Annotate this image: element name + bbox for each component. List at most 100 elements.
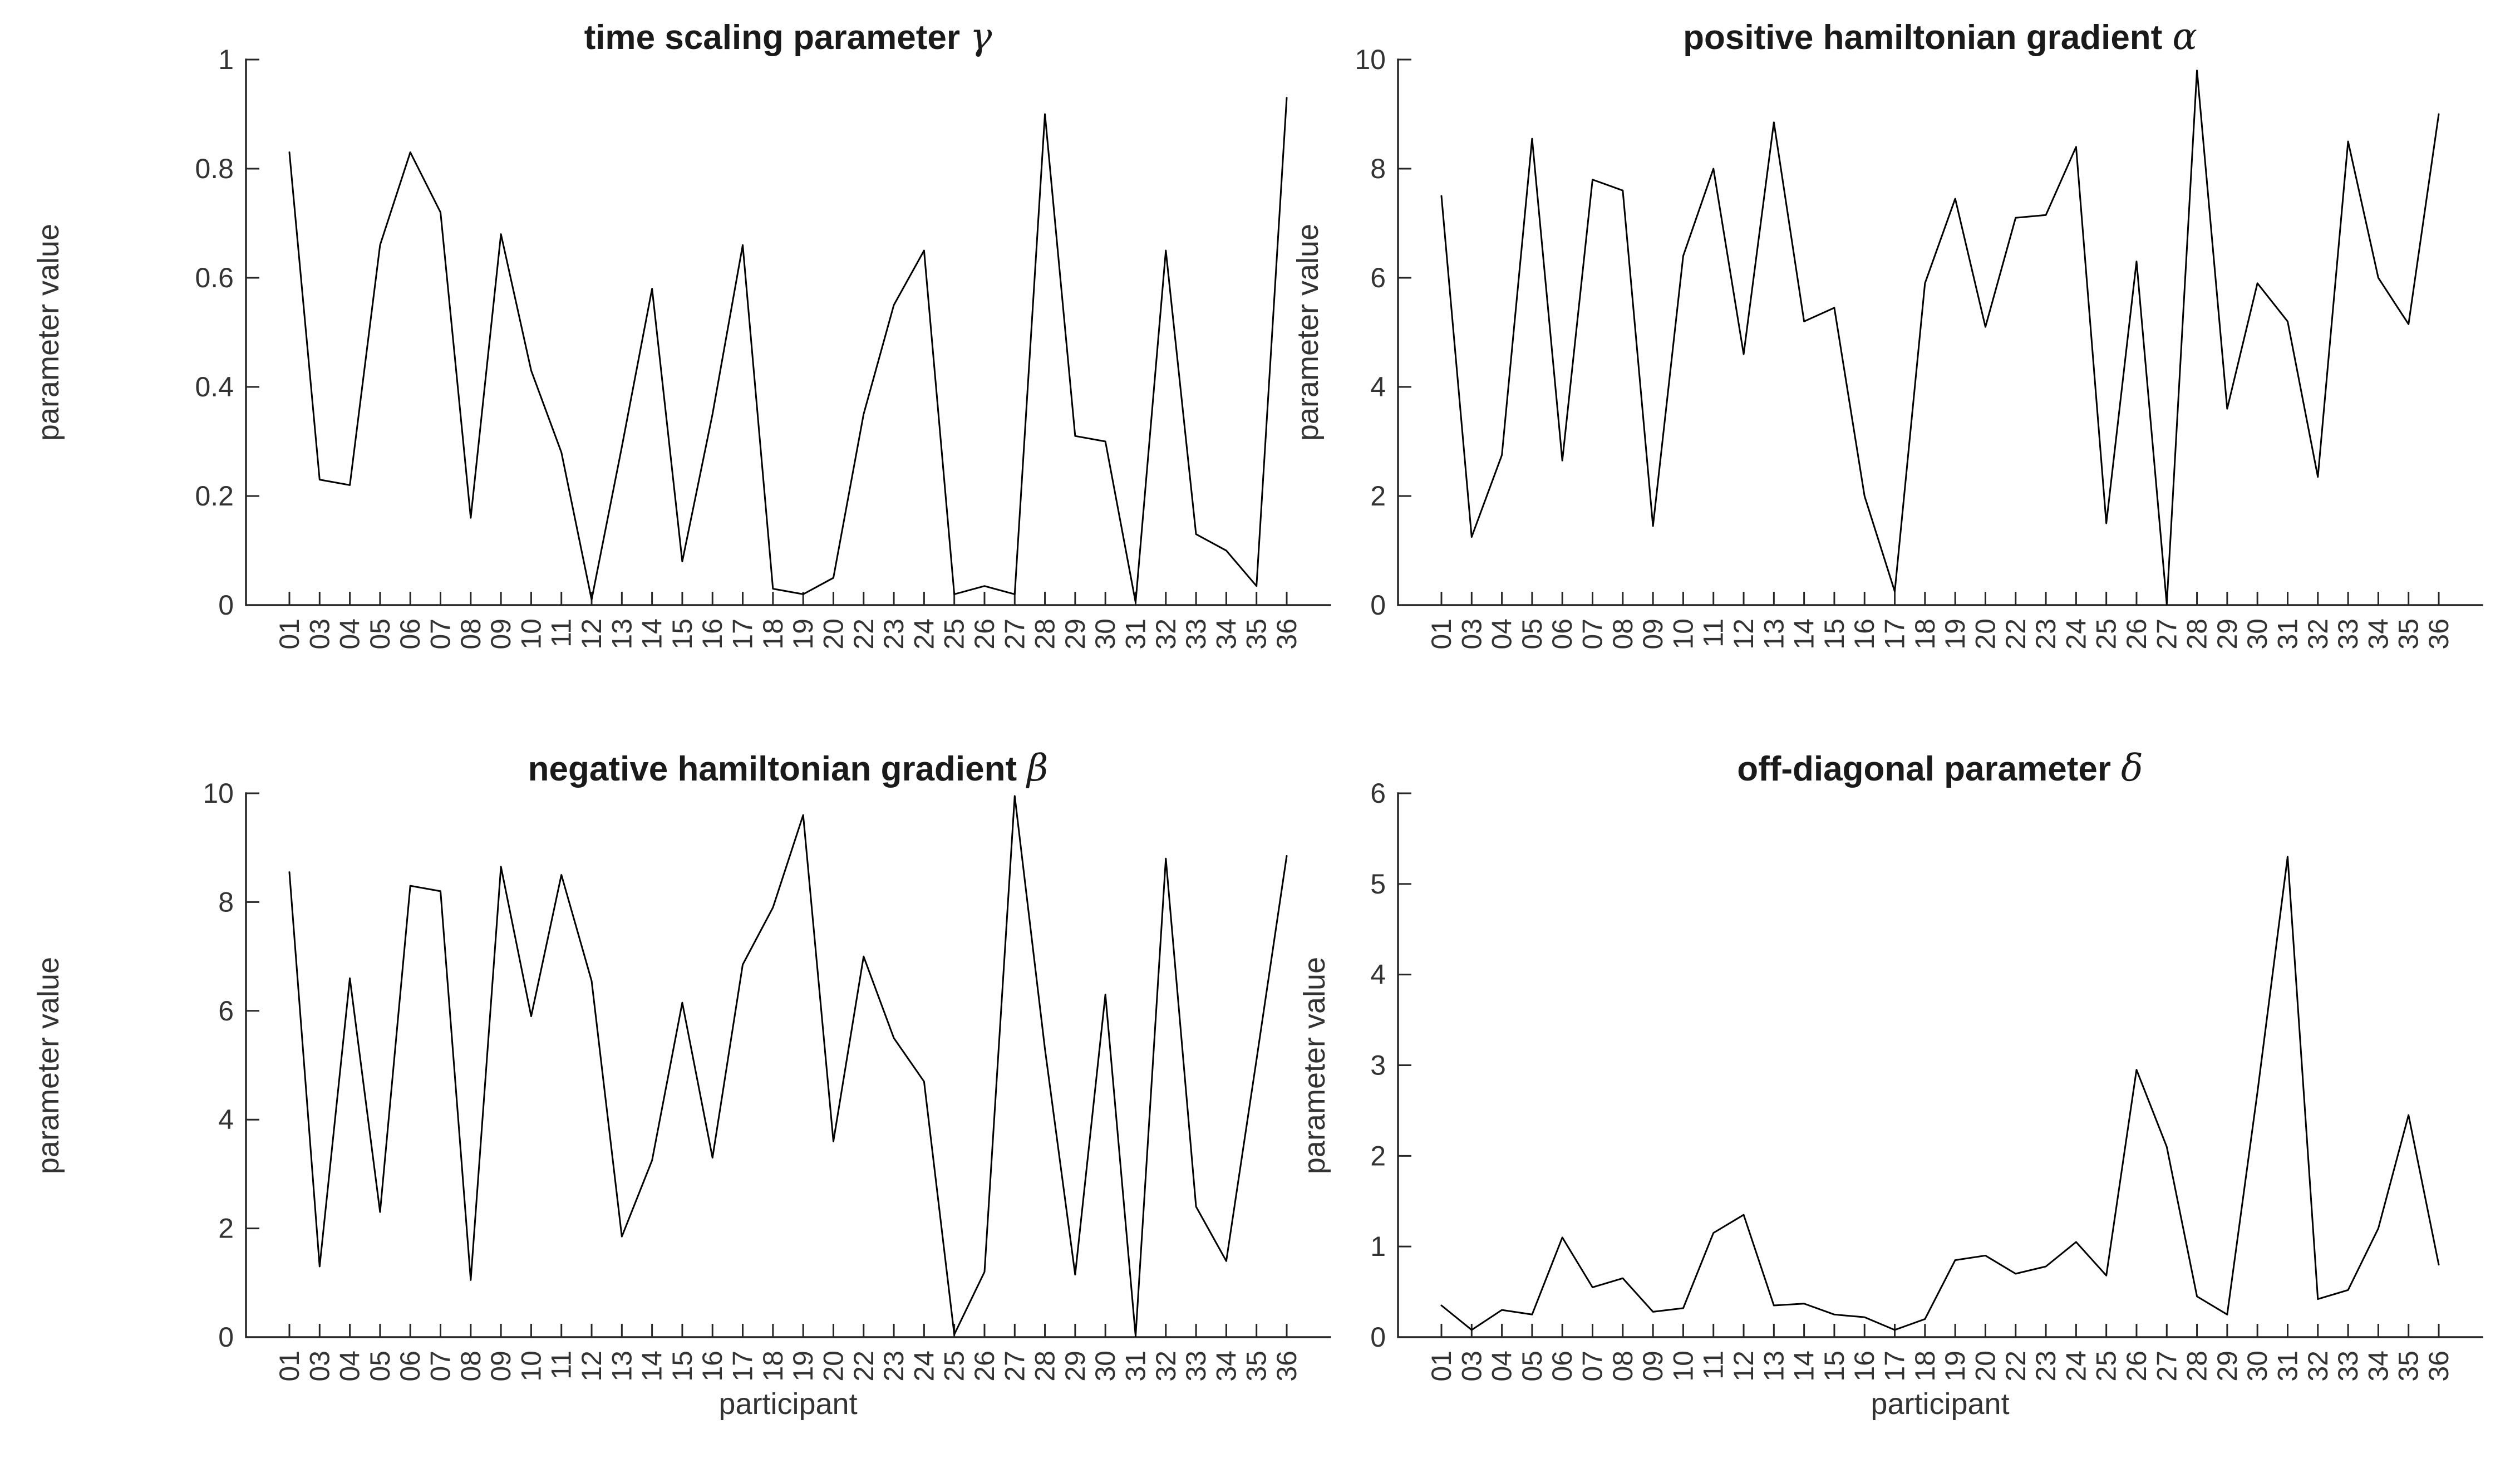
- x-tick-label: 17: [727, 1351, 759, 1382]
- x-tick-label: 05: [1517, 1351, 1548, 1382]
- x-tick-label: 27: [999, 618, 1030, 650]
- y-tick-label: 10: [203, 778, 234, 809]
- x-tick-label: 16: [1849, 1351, 1880, 1382]
- y-tick-label: 0: [218, 1322, 234, 1353]
- x-tick-label: 12: [1728, 1351, 1759, 1382]
- x-tick-label: 36: [1271, 618, 1302, 650]
- y-tick-label: 0.6: [195, 262, 234, 293]
- x-tick-label: 34: [1210, 618, 1242, 650]
- chart-positive-hamiltonian-alpha: positive hamiltonian gradient α parameter…: [1291, 15, 2483, 650]
- x-tick-label: 06: [395, 618, 426, 650]
- y-tick-label: 0: [218, 590, 234, 621]
- x-tick-label: 22: [848, 1351, 879, 1382]
- y-axis-label: parameter value: [1291, 224, 1325, 441]
- chart-title-text: negative hamiltonian gradient: [528, 750, 1017, 788]
- y-tick-label: 6: [1370, 778, 1386, 809]
- x-tick-label: 35: [2393, 1351, 2424, 1382]
- x-tick-label: 17: [1879, 618, 1911, 650]
- y-tick-label: 1: [218, 44, 234, 75]
- x-tick-label: 07: [1577, 618, 1608, 650]
- x-tick-label: 36: [2423, 1351, 2454, 1382]
- y-tick-label: 1: [1370, 1231, 1386, 1262]
- x-tick-label: 29: [1060, 618, 1091, 650]
- x-tick-label: 04: [1487, 1351, 1518, 1382]
- x-tick-label: 36: [1271, 1351, 1302, 1382]
- y-tick-label: 6: [1370, 262, 1386, 293]
- x-tick-label: 05: [1517, 618, 1548, 650]
- x-tick-label: 35: [1241, 618, 1272, 650]
- x-tick-label: 32: [2302, 1351, 2334, 1382]
- data-series-line: [1440, 856, 2440, 1331]
- x-tick-label: 04: [334, 618, 366, 650]
- x-tick-label: 11: [546, 1351, 577, 1379]
- chart-title-text: off-diagonal parameter: [1737, 750, 2111, 788]
- data-series-line: [288, 795, 1288, 1337]
- chart-title: off-diagonal parameter δ: [1737, 747, 2143, 789]
- chart-title-symbol: γ: [970, 15, 992, 58]
- y-tick-label: 0.2: [195, 480, 234, 512]
- chart-title-text: time scaling parameter: [584, 18, 960, 57]
- x-tick-label: 31: [2272, 1351, 2303, 1382]
- x-tick-label: 12: [576, 1351, 607, 1382]
- x-tick-label: 15: [667, 1351, 698, 1382]
- plot-area: 0 0.2 0.4 0.6 0.8 1 01030405060708091011121314…: [195, 44, 1331, 650]
- x-tick-label: 07: [1577, 1351, 1608, 1382]
- chart-title-text: positive hamiltonian gradient: [1683, 18, 2162, 57]
- x-tick-label: 14: [637, 618, 668, 650]
- chart-title: time scaling parameter γ: [584, 15, 992, 58]
- x-tick-label: 07: [425, 1351, 456, 1382]
- x-tick-label: 03: [304, 1351, 335, 1382]
- chart-negative-hamiltonian-beta: negative hamiltonian gradient β parameter…: [32, 747, 1331, 1421]
- x-tick-label: 30: [2242, 1351, 2273, 1382]
- x-tick-label: 20: [818, 1351, 849, 1382]
- x-tick-label: 09: [1637, 1351, 1668, 1382]
- plot-area: 0123456010304050607080910111213141516171…: [1370, 778, 2483, 1382]
- x-tick-label: 28: [2182, 1351, 2213, 1382]
- x-tick-label: 09: [485, 618, 516, 650]
- x-tick-label: 20: [1970, 618, 2001, 650]
- y-tick-label: 0: [1370, 1322, 1386, 1353]
- x-tick-label: 14: [1789, 618, 1820, 650]
- x-tick-label: 25: [939, 1351, 970, 1382]
- chart-time-scaling-gamma: time scaling parameter γ parameter value …: [32, 15, 1331, 650]
- x-tick-label: 07: [425, 618, 456, 650]
- chart-title: positive hamiltonian gradient α: [1683, 15, 2197, 58]
- x-tick-label: 20: [818, 618, 849, 650]
- x-tick-label: 13: [1758, 1351, 1789, 1382]
- x-tick-label: 12: [576, 618, 607, 650]
- y-tick-label: 6: [218, 995, 234, 1027]
- x-tick-label: 31: [1120, 1351, 1151, 1382]
- x-tick-label: 05: [365, 618, 396, 650]
- x-tick-label: 12: [1728, 618, 1759, 650]
- x-tick-label: 33: [2332, 618, 2364, 650]
- x-tick-label: 33: [1180, 1351, 1212, 1382]
- x-tick-label: 19: [1940, 618, 1971, 650]
- x-tick-label: 11: [1698, 1351, 1729, 1379]
- x-tick-label: 35: [1241, 1351, 1272, 1382]
- x-tick-label: 35: [2393, 618, 2424, 650]
- y-tick-label: 5: [1370, 868, 1386, 900]
- chart-title: negative hamiltonian gradient β: [528, 747, 1049, 789]
- x-tick-label: 04: [1487, 618, 1518, 650]
- x-tick-label: 08: [455, 618, 486, 650]
- y-tick-label: 4: [218, 1104, 234, 1135]
- x-tick-label: 13: [1758, 618, 1789, 650]
- x-tick-label: 18: [757, 1351, 789, 1382]
- x-tick-label: 19: [787, 1351, 819, 1382]
- x-tick-label: 04: [334, 1351, 366, 1382]
- x-tick-label: 08: [1607, 1351, 1638, 1382]
- plot-area: 0246810010304050607080910111213141516171…: [203, 778, 1331, 1382]
- x-tick-label: 23: [878, 618, 909, 650]
- x-tick-label: 06: [1547, 1351, 1578, 1382]
- x-tick-label: 31: [2272, 618, 2303, 650]
- x-tick-label: 18: [757, 618, 789, 650]
- x-tick-label: 15: [1819, 1351, 1850, 1382]
- y-tick-label: 10: [1355, 44, 1386, 75]
- x-tick-label: 30: [2242, 618, 2273, 650]
- y-axis-label: parameter value: [1298, 957, 1331, 1174]
- x-tick-label: 10: [1667, 1351, 1699, 1382]
- x-tick-label: 16: [697, 1351, 728, 1382]
- x-tick-label: 32: [1150, 618, 1182, 650]
